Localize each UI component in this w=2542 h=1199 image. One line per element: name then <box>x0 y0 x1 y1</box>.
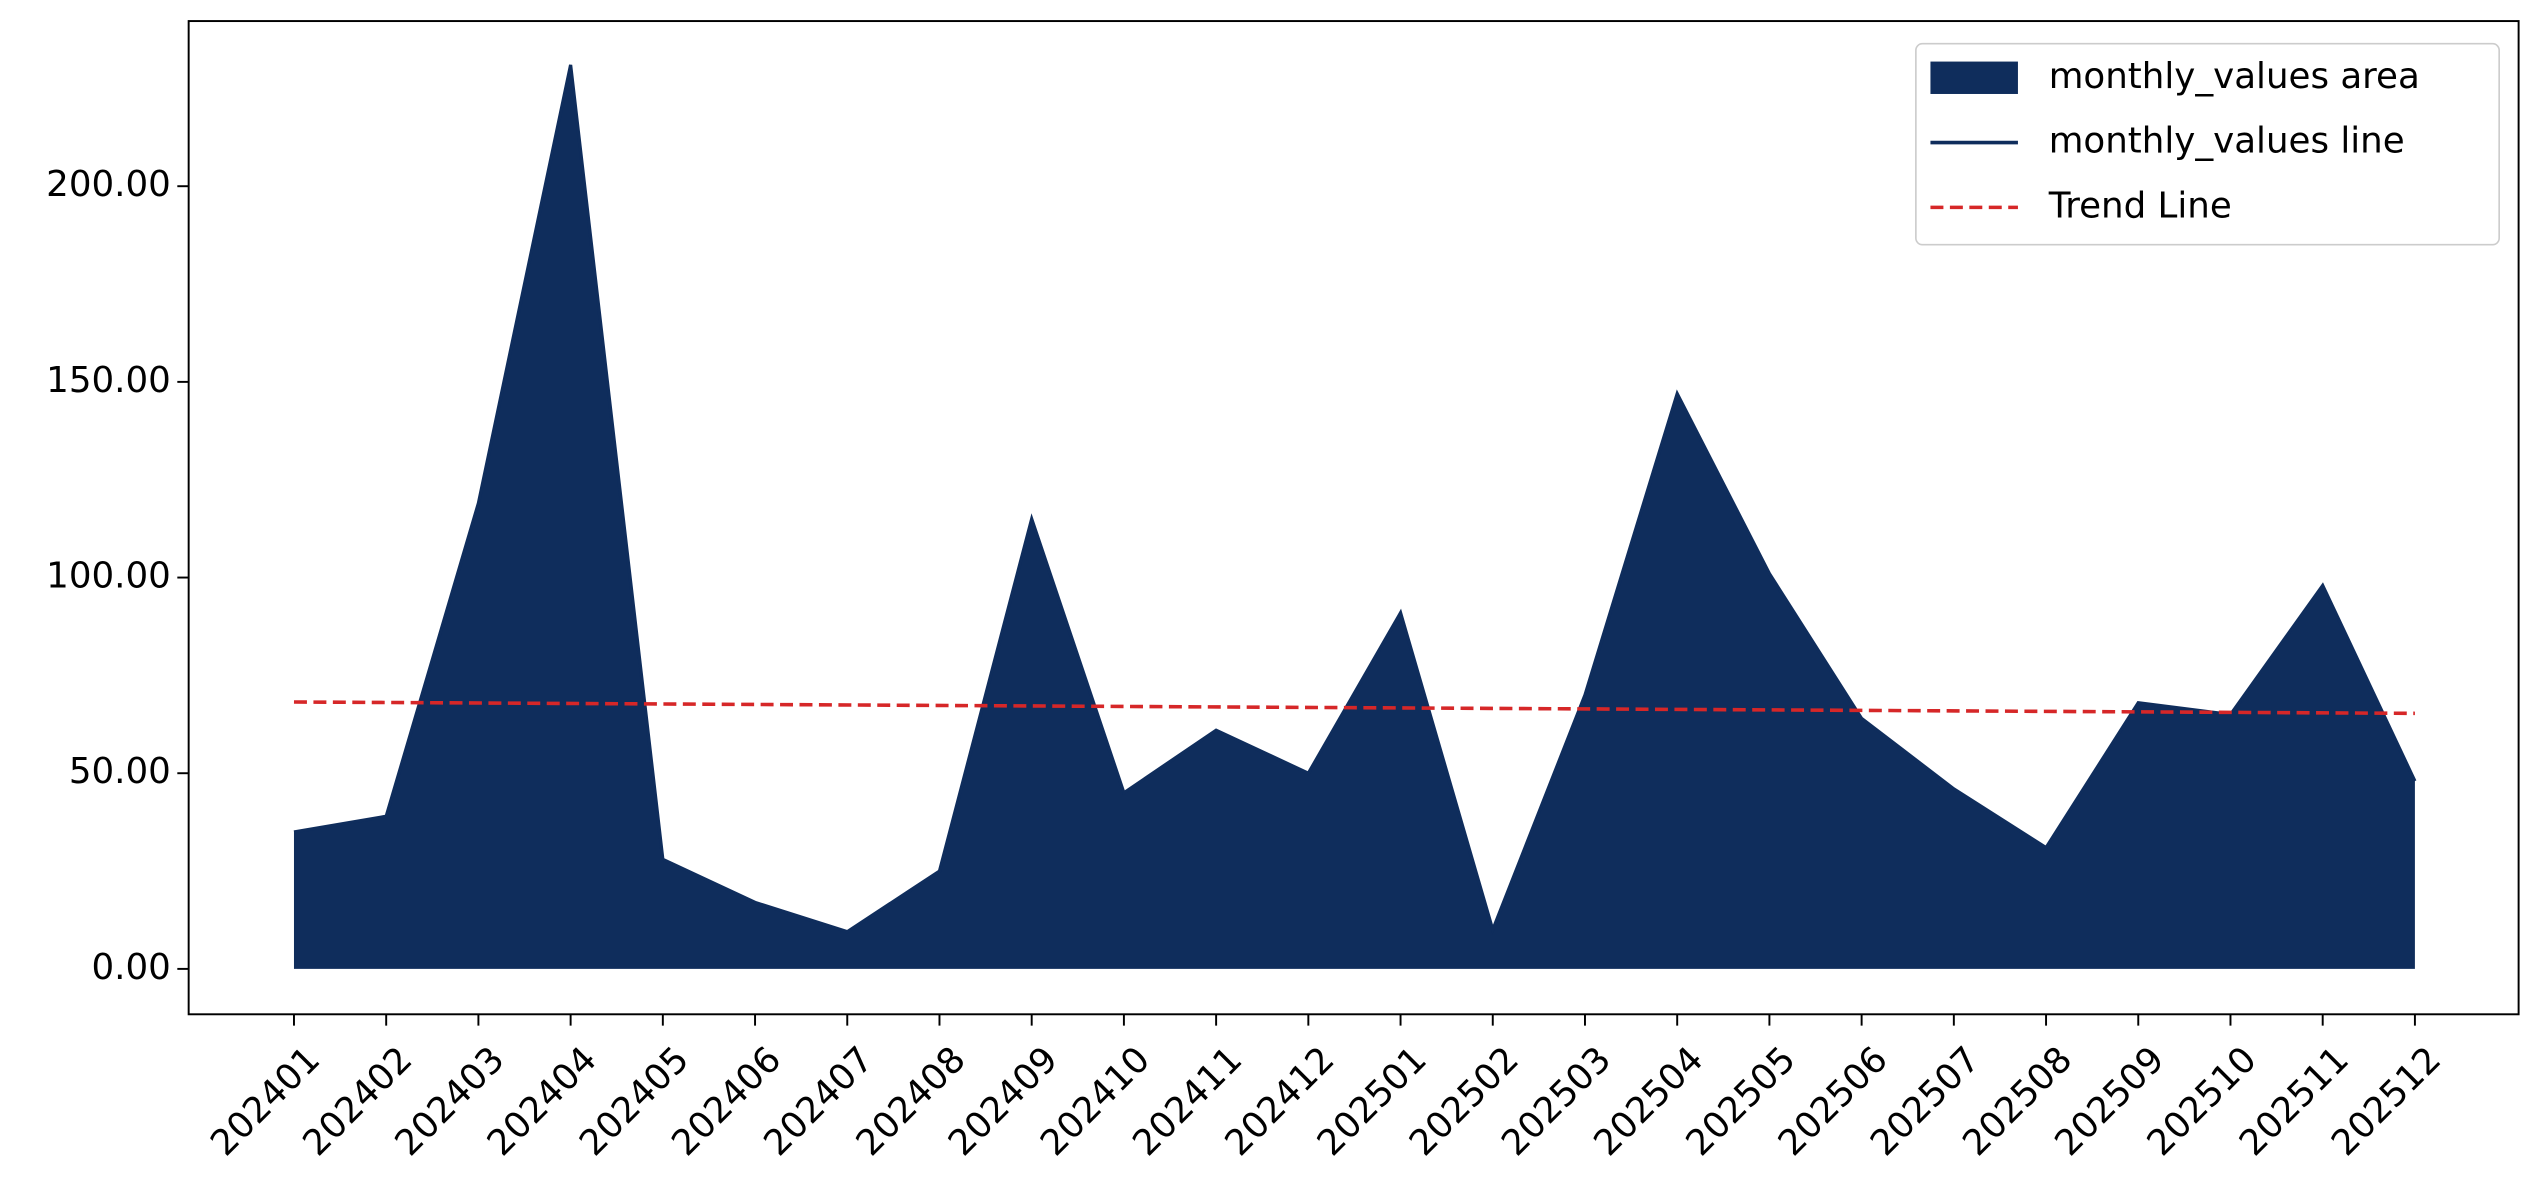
y-tick-label: 50.00 <box>69 751 171 792</box>
legend-box <box>1915 42 2500 246</box>
area <box>293 64 2415 969</box>
trend-line <box>293 700 2415 716</box>
legend-label: monthly_values area <box>2049 56 2420 97</box>
legend-swatch <box>1930 61 2018 94</box>
plot-frame <box>187 20 2520 1016</box>
y-tick-label: 150.00 <box>46 360 171 401</box>
line <box>293 64 2417 935</box>
y-tick-label: 200.00 <box>46 164 171 205</box>
legend-label: Trend Line <box>2048 185 2232 226</box>
y-tick-label: 100.00 <box>46 556 171 597</box>
legend-label: monthly_values line <box>2049 121 2405 162</box>
y-tick-label: 0.00 <box>92 947 171 988</box>
